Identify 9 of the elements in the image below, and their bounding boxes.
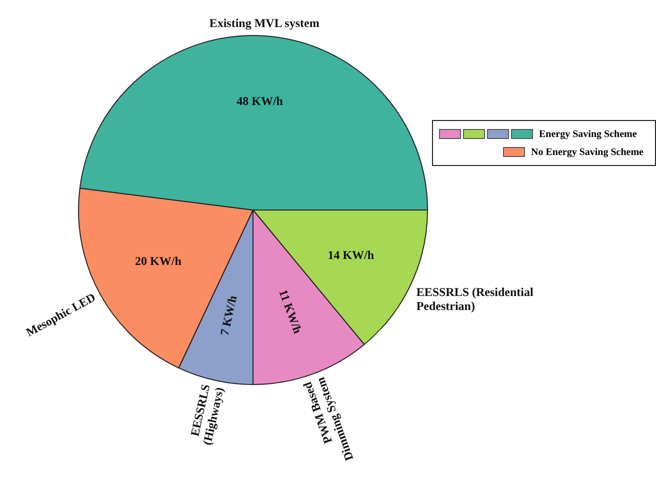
text: Energy Saving Scheme [539,128,638,140]
data-label: 7 KW/h [217,294,240,337]
data-label: 14 KW/h [328,248,374,262]
data-label: 11 KW/h [276,288,305,336]
text: No Energy Saving Scheme [531,146,644,158]
slice-label: Existing MVL system [209,16,320,30]
slice-label: EESSRLS (Residential Pedestrian) [416,284,534,313]
data-label: 48 KW/h [236,94,284,108]
data-label: 20 KW/h [135,254,182,268]
